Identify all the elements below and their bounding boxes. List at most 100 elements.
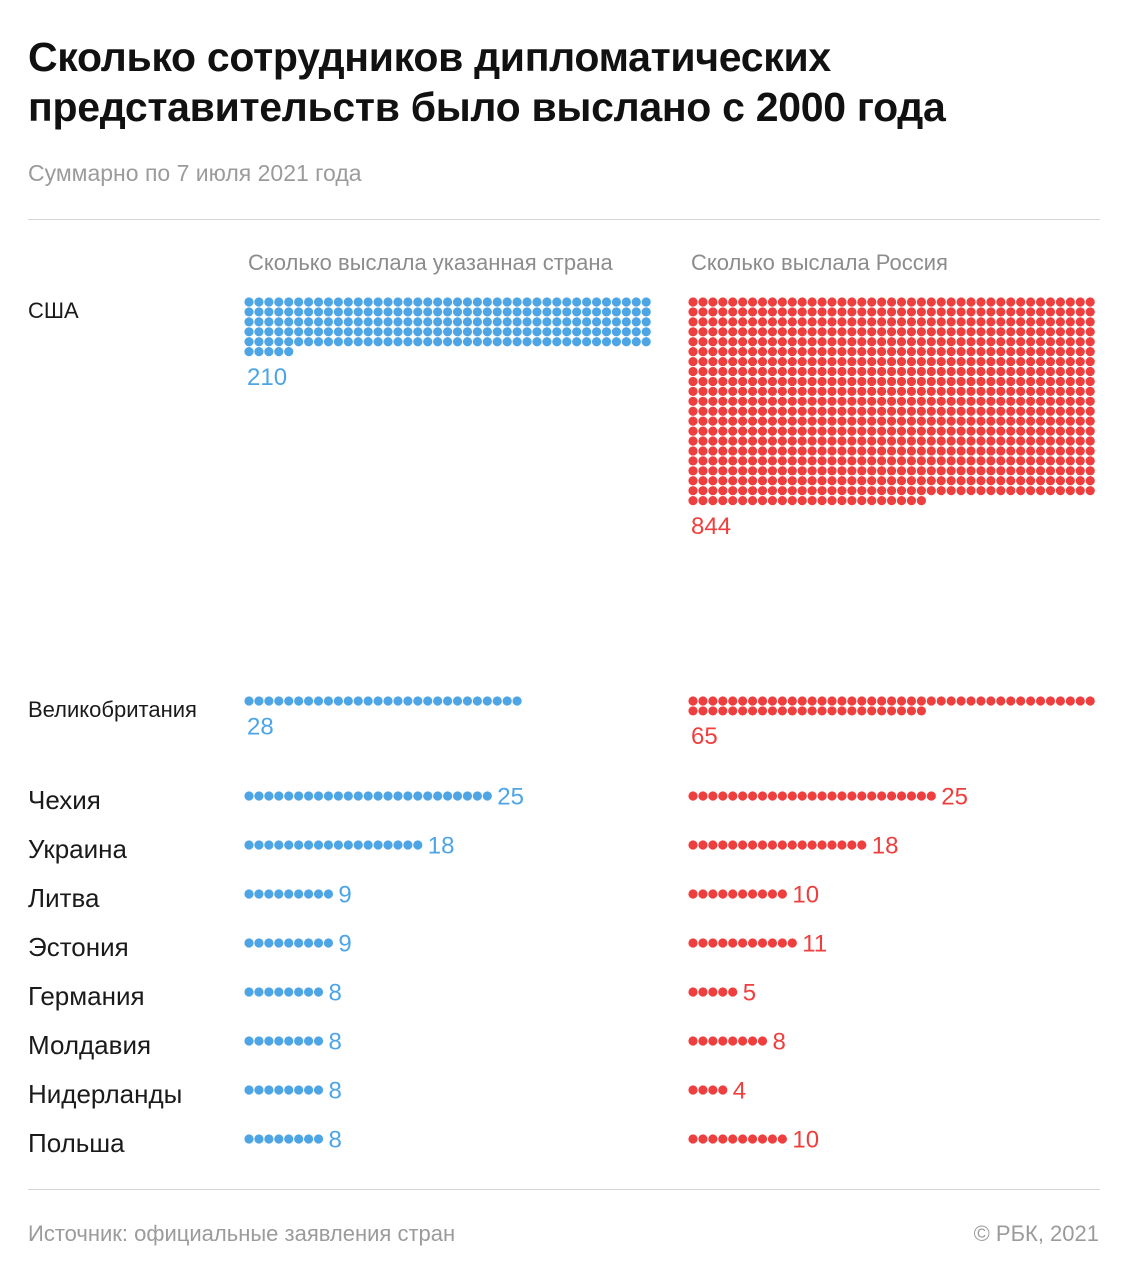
dot [787, 386, 797, 396]
source-note: Источник: официальные заявления стран [28, 1221, 456, 1246]
dot [728, 366, 738, 377]
dot [837, 307, 847, 317]
dot [343, 791, 353, 801]
dot [542, 307, 552, 317]
dot [254, 1036, 264, 1046]
dot [956, 317, 966, 327]
dot [482, 791, 492, 801]
dot [482, 297, 492, 307]
dot [728, 456, 738, 466]
dot [708, 317, 718, 327]
dot [688, 386, 698, 396]
dot [817, 696, 827, 706]
dot [462, 791, 473, 801]
dot [807, 366, 817, 377]
dot [738, 297, 748, 307]
dot [887, 406, 897, 416]
dot [718, 486, 728, 496]
dot [797, 376, 807, 387]
dot [827, 446, 837, 456]
dot [777, 696, 787, 706]
dot [896, 436, 907, 446]
value-label-russia: 65 [691, 723, 718, 750]
dot [708, 1036, 718, 1046]
dot [688, 396, 698, 406]
dot [747, 436, 758, 446]
dot [817, 317, 827, 327]
dot [254, 791, 264, 801]
dot [926, 406, 936, 416]
dot [688, 366, 698, 377]
dot [738, 307, 748, 317]
dot [373, 791, 383, 801]
dot [1016, 386, 1026, 396]
dot [757, 376, 768, 387]
dot [877, 307, 887, 317]
dot [433, 297, 443, 307]
dot [294, 317, 304, 327]
dot [492, 297, 502, 307]
dot [552, 327, 562, 337]
dot [757, 706, 768, 716]
dot [777, 456, 787, 466]
dot [274, 889, 284, 899]
dot [1006, 327, 1016, 337]
dot [373, 327, 383, 337]
dot [728, 1036, 738, 1046]
dot [433, 327, 443, 337]
dot [244, 987, 254, 997]
dot [472, 297, 482, 307]
dot [1026, 317, 1036, 327]
dot [837, 426, 847, 436]
dot [303, 889, 314, 899]
dot [966, 446, 976, 456]
dot [916, 356, 926, 367]
dot [718, 337, 728, 347]
dot [718, 987, 728, 997]
dot [718, 456, 728, 466]
dot [906, 791, 917, 801]
dot [353, 297, 363, 307]
dot [472, 317, 482, 327]
dot [857, 317, 867, 327]
dot [688, 987, 698, 997]
dot [767, 376, 778, 387]
dot [718, 938, 728, 948]
dot [413, 840, 423, 850]
dot [1016, 347, 1026, 357]
dot [413, 696, 423, 706]
dot [244, 840, 254, 850]
dot [591, 297, 602, 307]
dot [718, 386, 728, 396]
dot [708, 889, 718, 899]
dot [887, 337, 897, 347]
dot [343, 327, 353, 337]
dot [1045, 416, 1056, 426]
dot [906, 486, 917, 496]
dot [1026, 386, 1036, 396]
dot [1085, 386, 1095, 396]
dot [512, 696, 522, 706]
dot [698, 386, 708, 396]
dot [956, 416, 966, 426]
dot [767, 840, 778, 850]
dot [827, 386, 837, 396]
dot [313, 337, 324, 347]
dot [877, 337, 887, 347]
dot [747, 317, 758, 327]
dot [906, 376, 917, 387]
dot [777, 706, 787, 716]
dot [718, 791, 728, 801]
dot [857, 307, 867, 317]
dot [906, 386, 917, 396]
dot [787, 337, 797, 347]
dot [294, 337, 304, 347]
dot [936, 696, 946, 706]
dot [827, 406, 837, 416]
dot [956, 297, 966, 307]
dot [718, 347, 728, 357]
dot [688, 476, 698, 486]
value-label-russia: 844 [691, 513, 731, 540]
dot [767, 436, 778, 446]
dot [867, 347, 877, 357]
